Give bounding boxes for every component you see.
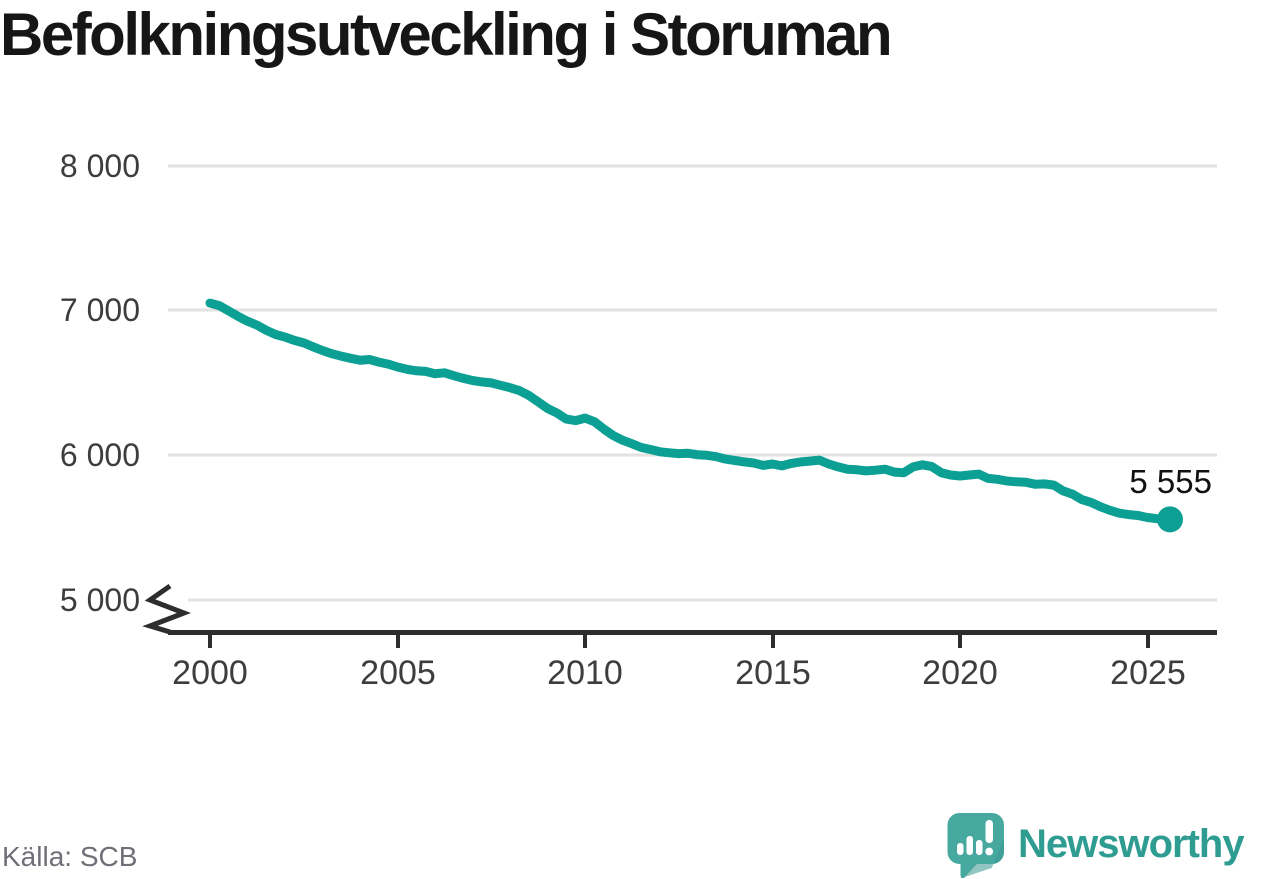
x-tick-label-2015: 2015 (735, 654, 811, 692)
newsworthy-logo: Newsworthy (945, 812, 1260, 878)
x-tick-label-2000: 2000 (172, 654, 248, 692)
x-tick-label-2020: 2020 (922, 654, 998, 692)
y-tick-label-6000: 6 000 (59, 437, 140, 473)
brand-name: Newsworthy (1018, 822, 1245, 866)
x-tick-label-2010: 2010 (547, 654, 623, 692)
y-axis-break-icon (142, 583, 192, 635)
y-tick-label-7000: 7 000 (59, 292, 140, 328)
y-tick-label-5000: 5 000 (59, 582, 140, 618)
end-point-dot (1157, 506, 1183, 533)
last-value-label: 5 555 (1129, 463, 1212, 500)
population-line-series (205, 298, 1175, 524)
y-tick-label-8000: 8 000 (59, 148, 140, 184)
page-title: Befolkningsutveckling i Storuman (0, 1, 893, 68)
speech-bubble-bar-chart-icon (947, 813, 1004, 878)
x-tick-label-2025: 2025 (1110, 654, 1186, 692)
x-tick-label-2005: 2005 (360, 654, 436, 692)
source-note: Källa: SCB (2, 841, 138, 872)
